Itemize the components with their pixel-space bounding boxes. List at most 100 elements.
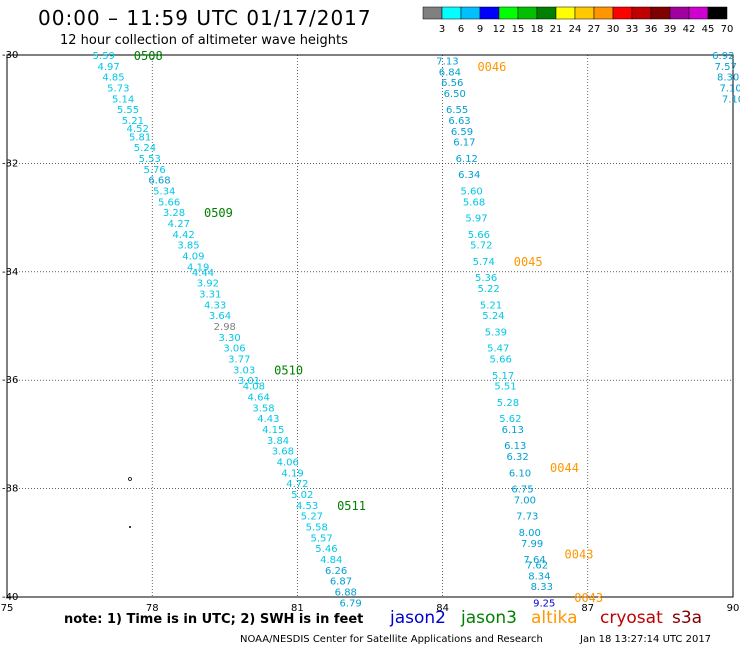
swh-value: 4.42: [173, 230, 195, 241]
swh-value: 5.57: [310, 533, 332, 544]
pass-number: 0508: [134, 49, 163, 63]
swh-value: 6.55: [446, 105, 468, 116]
swh-value: 4.19: [187, 262, 209, 273]
swh-value: 3.64: [209, 311, 231, 322]
swh-value: 6.13: [504, 441, 526, 452]
swh-value: 6.75: [511, 485, 533, 496]
swh-value: 7.57: [715, 62, 737, 73]
swh-value: 3.68: [272, 447, 294, 458]
scale-label: 27: [588, 24, 601, 35]
swh-value: 3.31: [199, 289, 221, 300]
island-mark: [129, 526, 131, 528]
scale-label: 21: [550, 24, 563, 35]
swh-value: 5.51: [494, 382, 516, 393]
swh-value: 4.85: [102, 73, 124, 84]
swh-value: 5.53: [139, 154, 161, 165]
scale-label: 33: [626, 24, 639, 35]
swh-value: 7.62: [526, 560, 548, 571]
swh-value: 7.13: [436, 56, 458, 67]
swh-value: 5.47: [487, 344, 509, 355]
swh-value: 6.50: [444, 89, 466, 100]
swh-value: 5.55: [117, 105, 139, 116]
swh-value: 6.17: [453, 138, 475, 149]
swh-value: 8.34: [528, 571, 550, 582]
swh-value: 7.99: [521, 539, 543, 550]
swh-value: 4.53: [296, 501, 318, 512]
swh-value: 4.52: [127, 124, 149, 135]
pass-number: 0045: [514, 255, 543, 269]
swh-value: 5.21: [480, 300, 502, 311]
swh-value: 5.22: [477, 284, 499, 295]
x-tick-label: 90: [727, 603, 740, 614]
y-tick-label: -32: [2, 158, 18, 169]
scale-swatch: [707, 6, 728, 20]
swh-value: 5.24: [134, 143, 156, 154]
y-tick-label: -40: [2, 592, 18, 603]
swh-value: 3.77: [228, 355, 250, 366]
satellite-s3a: s3a: [672, 608, 703, 628]
swh-value: 5.81: [129, 132, 151, 143]
swh-value: 4.33: [204, 300, 226, 311]
island-mark: [128, 477, 132, 481]
swh-value: 4.27: [168, 219, 190, 230]
swh-value: 5.72: [470, 241, 492, 252]
swh-value: 3.03: [233, 365, 255, 376]
swh-value: 5.36: [475, 273, 497, 284]
scale-label: 9: [477, 24, 483, 35]
chart-subtitle: 12 hour collection of altimeter wave hei…: [60, 33, 348, 48]
swh-value: 5.59: [93, 51, 115, 62]
swh-value: 5.66: [468, 230, 490, 241]
swh-value: 8.33: [531, 582, 553, 593]
scale-label: 12: [493, 24, 506, 35]
scale-label: 30: [607, 24, 620, 35]
swh-value: 4.64: [248, 392, 270, 403]
scale-label: 39: [664, 24, 677, 35]
swh-value: 4.09: [182, 252, 204, 263]
swh-value: 4.43: [257, 414, 279, 425]
swh-value: 5.62: [499, 414, 521, 425]
swh-value: 5.28: [497, 398, 519, 409]
swh-value: 6.13: [502, 425, 524, 436]
swh-value: 3.92: [197, 279, 219, 290]
swh-value: 8.00: [519, 528, 541, 539]
swh-value: 3.85: [177, 241, 199, 252]
swh-value: 5.24: [482, 311, 504, 322]
scale-label: 70: [721, 24, 734, 35]
x-tick-label: 78: [146, 603, 159, 614]
swh-value: 5.74: [473, 257, 495, 268]
swh-value: 4.44: [192, 268, 214, 279]
swh-value: 6.92: [712, 51, 734, 62]
pass-number: 0509: [204, 206, 233, 220]
swh-value: 4.19: [281, 468, 303, 479]
x-tick-label: 87: [581, 603, 594, 614]
swh-value: 5.60: [461, 187, 483, 198]
swh-value: 3.58: [252, 403, 274, 414]
swh-value: 3.30: [219, 333, 241, 344]
x-tick-label: 81: [291, 603, 304, 614]
scale-label: 36: [645, 24, 658, 35]
plot-frame: [6, 54, 734, 598]
swh-value: 6.63: [448, 116, 470, 127]
swh-value: 5.34: [153, 187, 175, 198]
pass-number: 0044: [550, 461, 579, 475]
scale-label: 45: [702, 24, 715, 35]
y-tick-label: -38: [2, 484, 18, 495]
swh-value: 5.73: [107, 84, 129, 95]
generated-timestamp: Jan 18 13:27:14 UTC 2017: [580, 634, 712, 645]
swh-value: 4.84: [320, 555, 342, 566]
swh-value: 4.72: [286, 479, 308, 490]
swh-value: 6.12: [456, 154, 478, 165]
units-note: note: 1) Time is in UTC; 2) SWH is in fe…: [64, 612, 364, 627]
swh-value: 7.10: [719, 84, 740, 95]
swh-value: 3.01: [238, 376, 260, 387]
scale-label: 15: [512, 24, 525, 35]
swh-value: 5.58: [306, 523, 328, 534]
swh-value: 6.10: [509, 468, 531, 479]
swh-value: 5.39: [485, 327, 507, 338]
satellite-jason3: jason3: [461, 608, 517, 628]
pass-number: 0043: [565, 548, 594, 562]
swh-value: 4.08: [243, 382, 265, 393]
swh-value: 3.84: [267, 436, 289, 447]
swh-value: 5.02: [291, 490, 313, 501]
